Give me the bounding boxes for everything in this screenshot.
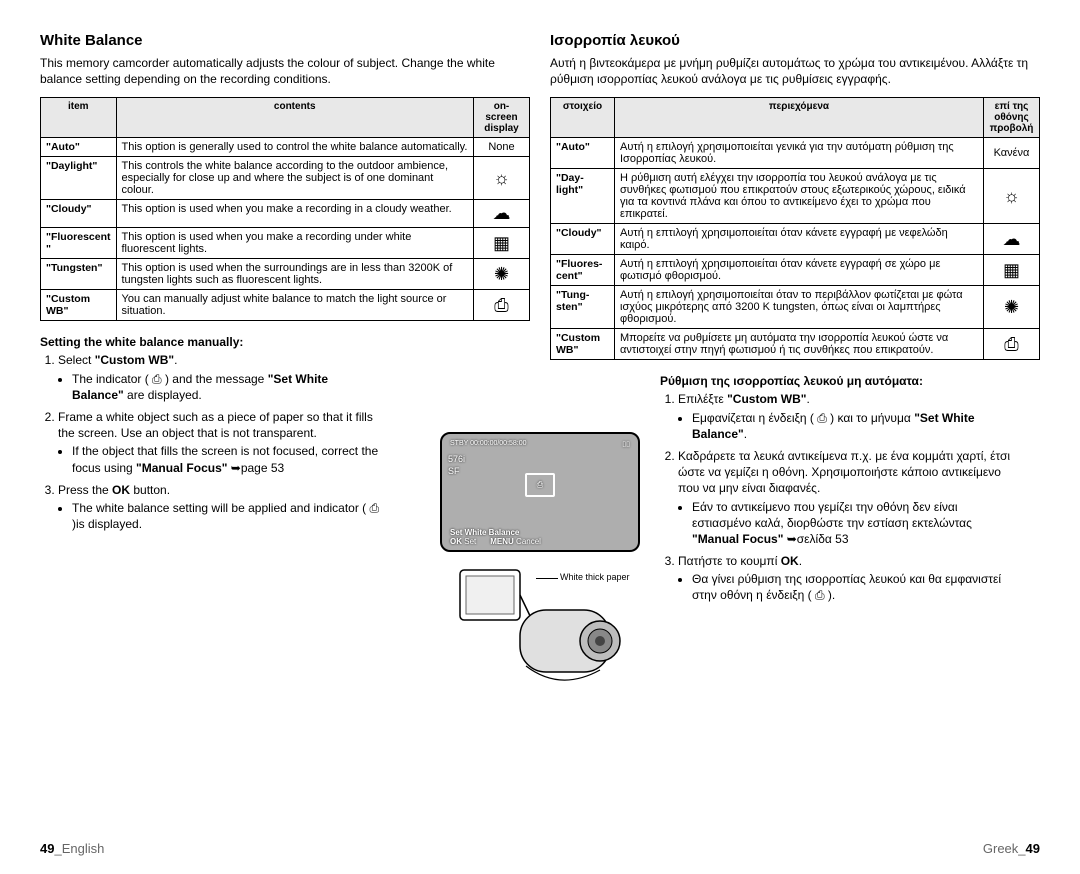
cell-icon: ☼ [474,157,530,200]
step3: Πατήστε το κουμπί OK. Θα γίνει ρύθμιση τ… [678,553,1020,604]
cell-item: "Tungsten" [41,259,117,290]
cell-contents: This option is generally used to control… [116,138,474,157]
cell-item: "Tung-sten" [551,286,615,329]
cell-icon: ▦ [984,255,1040,286]
cell-contents: This controls the white balance accordin… [116,157,474,200]
intro-el: Αυτή η βιντεοκάμερα με μνήμη ρυθμίζει αυ… [550,55,1040,87]
table-row: "Day-light"Η ρύθμιση αυτή ελέγχει την ισ… [551,169,1040,224]
th-display: επί της οθόνης προβολή [984,98,1040,138]
cell-contents: Αυτή η επιλογή χρησιμοποιείται γενικά γι… [615,138,984,169]
cell-icon: None [474,138,530,157]
cell-icon: ⎙ [984,329,1040,360]
cell-item: "Daylight" [41,157,117,200]
table-row: "Tungsten"This option is used when the s… [41,259,530,290]
white-balance-table-en: item contents on-screen display "Auto"Th… [40,97,530,321]
cell-icon: ☼ [984,169,1040,224]
cell-contents: Αυτή η επτιλογή χρησιμοποιείται όταν κάν… [615,224,984,255]
cell-item: "Fluores-cent" [551,255,615,286]
table-row: "Fluores-cent"Αυτή η επτιλογή χρησιμοποι… [551,255,1040,286]
page-number-right: Greek_49 [983,841,1040,856]
cell-item: "Auto" [551,138,615,169]
cell-icon: Κανένα [984,138,1040,169]
table-row: "Custom WB"Μπορείτε να ρυθμίσετε μη αυτό… [551,329,1040,360]
table-row: "Fluorescent "This option is used when y… [41,228,530,259]
lcd-wb-label: Set White Balance [450,528,630,537]
custom-wb-icon: ⎙ [525,473,555,497]
cell-icon: ⎙ [474,290,530,321]
paper-callout: White thick paper [560,572,630,582]
cell-icon: ☁ [474,200,530,228]
th-item: item [41,98,117,138]
th-contents: contents [116,98,474,138]
cell-icon: ☁ [984,224,1040,255]
cell-contents: You can manually adjust white balance to… [116,290,474,321]
lcd-side-icons: 576i SF [448,454,465,477]
cell-item: "Auto" [41,138,117,157]
intro-en: This memory camcorder automatically adju… [40,55,530,87]
cell-contents: Αυτή η επιλογή χρησιμοποιείται όταν το π… [615,286,984,329]
th-item: στοιχείο [551,98,615,138]
table-body-en: "Auto"This option is generally used to c… [41,138,530,321]
step1: Select "Custom WB". The indicator ( ⎙ ) … [58,352,380,403]
cell-item: "Fluorescent " [41,228,117,259]
manual-instructions-el: Ρύθμιση της ισορροπίας λευκού μη αυτόματ… [660,374,1020,603]
white-balance-table-el: στοιχείο περιεχόμενα επί της οθόνης προβ… [550,97,1040,360]
steps-en: Select "Custom WB". The indicator ( ⎙ ) … [40,352,380,532]
step2: Frame a white object such as a piece of … [58,409,380,476]
cell-contents: This option is used when the surrounding… [116,259,474,290]
cell-contents: Η ρύθμιση αυτή ελέγχει την ισορροπία του… [615,169,984,224]
table-row: "Cloudy"This option is used when you mak… [41,200,530,228]
step2: Καδράρετε τα λευκά αντικείμενα π.χ. με έ… [678,448,1020,547]
th-display: on-screen display [474,98,530,138]
steps-el: Επιλέξτε "Custom WB". Εμφανίζεται η ένδε… [660,391,1020,603]
table-row: "Daylight"This controls the white balanc… [41,157,530,200]
manual-heading-en: Setting the white balance manually: [40,335,380,349]
table-row: "Auto"This option is generally used to c… [41,138,530,157]
section-title-en: White Balance [40,32,530,49]
cell-icon: ▦ [474,228,530,259]
cell-icon: ✺ [474,259,530,290]
step1: Επιλέξτε "Custom WB". Εμφανίζεται η ένδε… [678,391,1020,442]
cell-contents: Αυτή η επτιλογή χρησιμοποιείται όταν κάν… [615,255,984,286]
cell-item: "Custom WB" [41,290,117,321]
cell-contents: This option is used when you make a reco… [116,228,474,259]
table-body-el: "Auto"Αυτή η επιλογή χρησιμοποιείται γεν… [551,138,1040,360]
table-row: "Tung-sten"Αυτή η επιλογή χρησιμοποιείτα… [551,286,1040,329]
illustration-block: STBY 00:00:00/00:58:00 ▯▯ 576i SF ⎙ Set … [440,432,640,702]
manual-heading-el: Ρύθμιση της ισορροπίας λευκού μη αυτόματ… [660,374,1020,388]
camcorder-diagram: White thick paper [440,562,640,702]
lcd-stby: STBY 00:00:00/00:58:00 [450,440,527,448]
page-number-left: 49_English [40,841,104,856]
step3: Press the OK button. The white balance s… [58,482,380,533]
camcorder-icon [440,562,640,702]
table-row: "Cloudy"Αυτή η επτιλογή χρησιμοποιείται … [551,224,1040,255]
section-title-el: Ισορροπία λευκού [550,32,1040,49]
cell-contents: Μπορείτε να ρυθμίσετε μη αυτόματα την ισ… [615,329,984,360]
lcd-preview: STBY 00:00:00/00:58:00 ▯▯ 576i SF ⎙ Set … [440,432,640,552]
battery-icon: ▯▯ [622,440,630,448]
cell-item: "Cloudy" [551,224,615,255]
manual-instructions-en: Setting the white balance manually: Sele… [40,335,380,532]
th-contents: περιεχόμενα [615,98,984,138]
table-row: "Custom WB"You can manually adjust white… [41,290,530,321]
cell-contents: This option is used when you make a reco… [116,200,474,228]
table-row: "Auto"Αυτή η επιλογή χρησιμοποιείται γεν… [551,138,1040,169]
cell-item: "Custom WB" [551,329,615,360]
cell-icon: ✺ [984,286,1040,329]
cell-item: "Cloudy" [41,200,117,228]
cell-item: "Day-light" [551,169,615,224]
